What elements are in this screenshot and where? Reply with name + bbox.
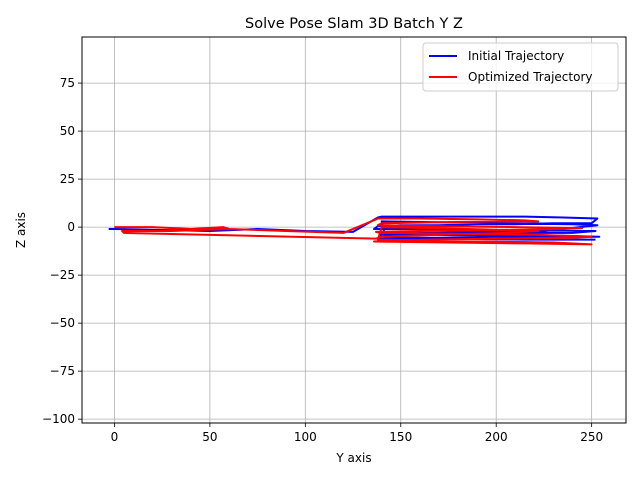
- x-axis-label: Y axis: [335, 451, 371, 465]
- y-tick-label: −75: [50, 364, 75, 378]
- series-line-optimized: [114, 217, 593, 246]
- y-axis-label: Z axis: [14, 212, 28, 248]
- y-tick-label: −25: [50, 268, 75, 282]
- y-tick-label: −50: [50, 316, 75, 330]
- y-tick-label: 25: [60, 172, 75, 186]
- x-tick-label: 200: [485, 430, 508, 444]
- series-line-initial: [108, 215, 601, 241]
- y-tick-label: 75: [60, 76, 75, 90]
- legend-label: Optimized Trajectory: [468, 70, 593, 84]
- legend-box: [422, 42, 619, 92]
- x-tick-label: 100: [294, 430, 317, 444]
- x-tick-label: 150: [389, 430, 412, 444]
- y-tick-label: 0: [67, 220, 75, 234]
- series-layer: [108, 215, 601, 246]
- chart-title: Solve Pose Slam 3D Batch Y Z: [245, 16, 463, 32]
- x-tick-label: 0: [111, 430, 119, 444]
- y-tick-label: 50: [60, 124, 75, 138]
- x-tick-label: 250: [580, 430, 603, 444]
- legend-label: Initial Trajectory: [468, 49, 564, 63]
- plot-frame: [81, 36, 627, 424]
- ticks: 0 50 100 150 200 250 −100 −75 −50 −25 0 25 50 75: [42, 76, 603, 444]
- legend: Initial Trajectory Optimized Trajectory: [422, 42, 619, 92]
- y-tick-label: −100: [42, 412, 75, 426]
- x-tick-label: 50: [202, 430, 217, 444]
